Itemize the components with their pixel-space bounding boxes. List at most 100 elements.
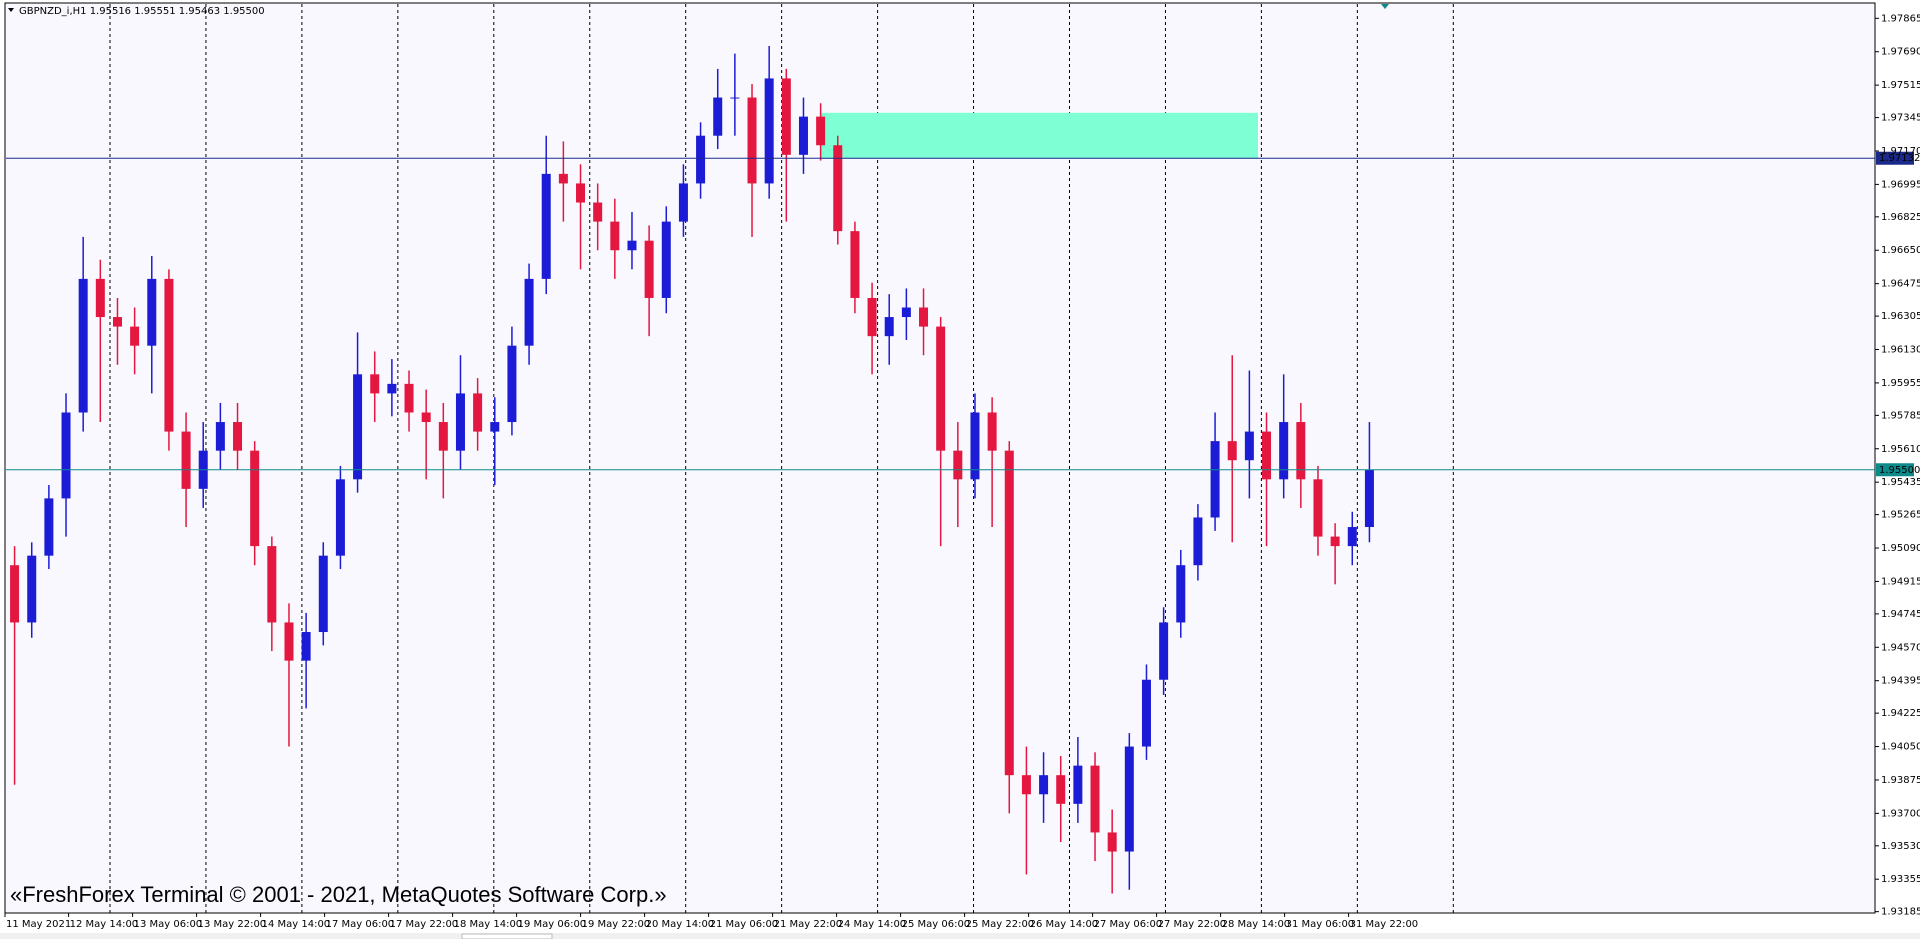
x-tick-label: 24 May 14:00: [838, 919, 907, 930]
y-tick-label: 1.95265: [1881, 510, 1920, 521]
y-tick-label: 1.94225: [1881, 708, 1920, 719]
y-tick-label: 1.96305: [1881, 311, 1920, 322]
candle-body: [490, 422, 500, 432]
candle-body: [558, 173, 568, 184]
y-tick-label: 1.94915: [1881, 576, 1920, 587]
y-tick-label: 1.95955: [1881, 378, 1920, 389]
candle-body: [919, 307, 929, 327]
y-tick-label: 1.94050: [1881, 742, 1920, 753]
y-tick-label: 1.97865: [1881, 13, 1920, 24]
x-tick-label: 17 May 22:00: [390, 919, 459, 930]
candle-body: [1021, 775, 1031, 795]
candle-body: [816, 116, 826, 146]
x-tick-label: 11 May 2021: [6, 919, 71, 930]
candles: [10, 45, 1374, 894]
candle-body: [370, 374, 380, 394]
level-label: 1.95500: [1879, 465, 1920, 476]
candle-body: [301, 632, 311, 661]
candle-body: [250, 450, 260, 547]
y-tick-label: 1.96995: [1881, 179, 1920, 190]
y-tick-label: 1.96475: [1881, 279, 1920, 290]
candle-body: [404, 383, 414, 413]
x-tick-label: 27 May 06:00: [1094, 919, 1163, 930]
x-tick-label: 20 May 14:00: [646, 919, 715, 930]
candle-body: [576, 183, 586, 203]
candle-body: [610, 221, 620, 251]
candle-body: [507, 345, 517, 423]
price-axis: 1.97865 1.97690 1.97515 1.97345 1.97170 1.969…: [1875, 13, 1920, 918]
candle-body: [421, 412, 431, 423]
candle-body: [524, 278, 534, 346]
candle-body: [318, 555, 328, 633]
y-tick-label: 1.96650: [1881, 245, 1920, 256]
candle-body: [233, 422, 243, 451]
candle-body: [1073, 765, 1083, 804]
x-tick-label: 25 May 22:00: [966, 919, 1035, 930]
candle-body: [1090, 765, 1100, 833]
levels: 1.97132 1.95500: [6, 151, 1920, 477]
menu-arrow[interactable]: [8, 8, 14, 12]
tab[interactable]: [461, 933, 553, 939]
candle-body: [1262, 431, 1272, 480]
candle-body: [1279, 422, 1289, 480]
y-tick-label: 1.94395: [1881, 676, 1920, 687]
y-tick-label: 1.97515: [1881, 80, 1920, 91]
candle-body: [730, 97, 740, 99]
candle-body: [1124, 746, 1134, 852]
candle-body: [1244, 431, 1254, 461]
candle-body: [164, 278, 174, 432]
candle-body: [953, 450, 963, 480]
y-tick-label: 1.95785: [1881, 410, 1920, 421]
x-tick-label: 27 May 22:00: [1158, 919, 1227, 930]
candle-body: [867, 297, 877, 337]
x-tick-label: 31 May 22:00: [1350, 919, 1419, 930]
y-tick-label: 1.93355: [1881, 874, 1920, 885]
candle-body: [215, 422, 225, 451]
candle-body: [1210, 441, 1220, 518]
candle-body: [1313, 479, 1323, 537]
candle-body: [747, 97, 757, 184]
candle-body: [95, 278, 105, 318]
x-tick-label: 19 May 22:00: [582, 919, 651, 930]
candle-body: [438, 422, 448, 451]
x-tick-label: 19 May 06:00: [518, 919, 587, 930]
candle-body: [833, 145, 843, 232]
candle-body: [335, 479, 345, 556]
candle-body: [267, 546, 277, 623]
candle-body: [284, 622, 294, 661]
candle-body: [541, 173, 551, 279]
candle-body: [353, 374, 363, 480]
candle-body: [901, 307, 911, 318]
candle-body: [1004, 450, 1014, 776]
zone-layer: [821, 112, 1258, 159]
x-tick-label: 14 May 14:00: [262, 919, 331, 930]
candle-body: [781, 78, 791, 155]
y-tick-label: 1.97345: [1881, 113, 1920, 124]
y-tick-label: 1.96825: [1881, 212, 1920, 223]
candle-body: [1159, 622, 1169, 680]
candle-body: [473, 393, 483, 432]
candle-body: [1141, 679, 1151, 747]
candle-body: [1107, 832, 1117, 852]
candle-body: [1176, 565, 1186, 623]
x-tick-label: 12 May 14:00: [70, 919, 139, 930]
y-tick-label: 1.95435: [1881, 477, 1920, 488]
candle-body: [1296, 422, 1306, 480]
level-label-box: [1876, 463, 1914, 477]
candle-body: [593, 202, 603, 222]
x-tick-label: 25 May 06:00: [902, 919, 971, 930]
candle-body: [661, 221, 671, 298]
y-tick-label: 1.93875: [1881, 775, 1920, 786]
candle-body: [1039, 775, 1049, 795]
y-tick-label: 1.94570: [1881, 642, 1920, 653]
candle-body: [644, 240, 654, 298]
x-tick-label: 13 May 22:00: [198, 919, 267, 930]
candle-body: [1193, 517, 1203, 566]
candle-body: [10, 565, 20, 623]
candle-body: [627, 240, 637, 251]
candle-body: [455, 393, 465, 451]
y-tick-label: 1.97690: [1881, 47, 1920, 58]
